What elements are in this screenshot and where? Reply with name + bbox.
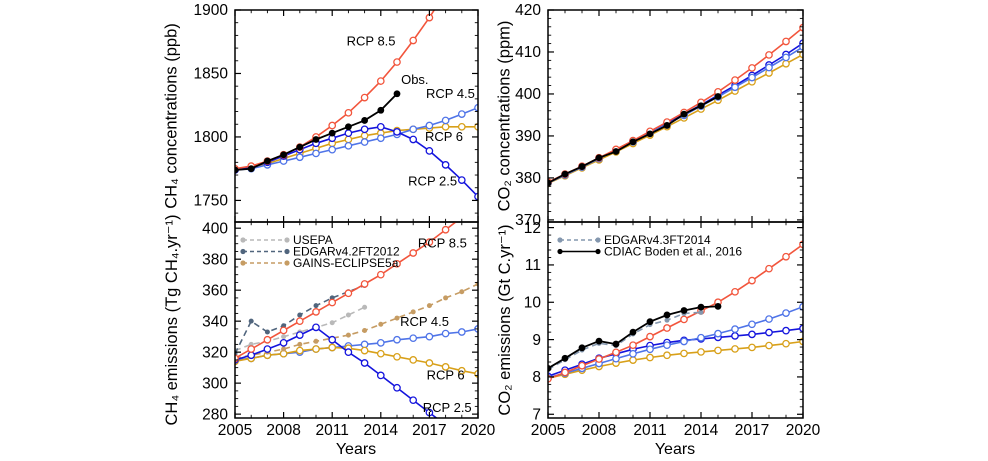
- svg-text:2020: 2020: [786, 422, 821, 439]
- svg-text:2017: 2017: [412, 422, 446, 439]
- svg-text:8: 8: [532, 369, 541, 386]
- svg-text:1800: 1800: [194, 129, 229, 146]
- svg-text:2017: 2017: [735, 422, 769, 439]
- svg-text:7: 7: [532, 406, 541, 423]
- panel-ch4-emissions: 280 300 320 340 360 380 400 2005 2008 2011 2014 201…: [202, 220, 495, 439]
- series-rcp85: [548, 23, 803, 186]
- annotation-rcp-4-5: RCP 4.5: [426, 86, 475, 101]
- series-rcp6: [235, 343, 478, 378]
- series-rcp6: [548, 337, 803, 383]
- svg-text:370: 370: [515, 212, 541, 229]
- svg-text:280: 280: [202, 406, 228, 423]
- axis-ticks: [234, 9, 479, 222]
- annotation-rcp-6: RCP 6: [427, 367, 465, 382]
- series-rcp85: [235, 222, 458, 363]
- series-obs: [548, 93, 722, 187]
- y-axis-title-co2-emissions: CO₂ emissions (Gt C.yr⁻¹): [496, 224, 514, 416]
- svg-text:9: 9: [532, 332, 541, 349]
- annotation-rcp-6: RCP 6: [425, 129, 463, 144]
- svg-text:2011: 2011: [316, 422, 349, 439]
- svg-text:2005: 2005: [218, 422, 252, 439]
- svg-text:2011: 2011: [633, 422, 666, 439]
- svg-text:2014: 2014: [684, 422, 719, 439]
- tick-labels: 280 300 320 340 360 380 400 2005 2008 2011 2014 201…: [202, 220, 495, 439]
- svg-text:1900: 1900: [194, 2, 229, 19]
- panel-frame: [547, 9, 804, 223]
- series-rcp25: [235, 323, 438, 418]
- tick-labels: 1750 1800 1850 1900: [194, 2, 229, 209]
- svg-text:390: 390: [515, 128, 541, 145]
- legend-item-usepa: USEPA: [240, 233, 333, 247]
- y-axis-title-ch4-concentrations: CH₄ concentrations (ppb): [162, 23, 181, 209]
- tick-labels: 7 8 9 10 11 12 2005 2008 2011 2014 2017 2020: [524, 220, 821, 439]
- legend-item-cdiac-boden-et-al-2016: CDIAC Boden et al., 2016: [557, 245, 742, 259]
- x-axis-title-years-left: Years: [335, 441, 377, 458]
- annotation-rcp-8-5: RCP 8.5: [418, 236, 467, 251]
- annotation-obs: Obs.: [401, 72, 428, 87]
- axis-ticks: [234, 222, 479, 418]
- svg-text:2008: 2008: [582, 422, 616, 439]
- svg-text:10: 10: [524, 294, 542, 311]
- annotation-rcp-8-5: RCP 8.5: [347, 34, 396, 49]
- y-axis-title-co2-concentrations: CO₂ concentrations (ppm): [495, 20, 514, 212]
- svg-text:11: 11: [525, 257, 541, 274]
- svg-text:420: 420: [515, 2, 541, 19]
- legend-item-edgarv4-3ft2014: EDGARv4.3FT2014: [557, 233, 711, 247]
- series-cdiac: [548, 302, 722, 372]
- svg-text:300: 300: [202, 375, 228, 392]
- series-obs: [235, 90, 401, 174]
- svg-text:400: 400: [515, 86, 541, 103]
- svg-text:12: 12: [524, 220, 541, 237]
- tick-labels: 370 380 390 400 410 420: [515, 2, 541, 229]
- annotation-rcp-2-5: RCP 2.5: [408, 173, 457, 188]
- x-axis-title-years-right: Years: [654, 441, 696, 458]
- series-rcp45: [548, 302, 803, 382]
- legend-item-gains-eclipse5a: GAINS-ECLIPSE5a: [240, 256, 399, 270]
- svg-text:2008: 2008: [266, 422, 300, 439]
- y-axis-title-ch4-emissions: CH₄ emissions (Tg CH₄.yr⁻¹): [163, 214, 181, 426]
- svg-text:EDGARv4.3FT2014: EDGARv4.3FT2014: [604, 233, 711, 247]
- svg-text:GAINS-ECLIPSE5a: GAINS-ECLIPSE5a: [293, 256, 399, 270]
- axis-ticks: [547, 222, 804, 418]
- svg-text:EDGARv4.2FT2012: EDGARv4.2FT2012: [293, 245, 400, 259]
- series-gains: [235, 281, 478, 361]
- panel-frame: [234, 221, 479, 419]
- svg-text:340: 340: [202, 313, 228, 330]
- svg-text:410: 410: [515, 44, 541, 61]
- annotation-rcp-4-5: RCP 4.5: [400, 314, 449, 329]
- axis-ticks: [547, 9, 804, 222]
- svg-text:320: 320: [202, 344, 228, 361]
- annotation-rcp-2-5: RCP 2.5: [423, 400, 472, 415]
- svg-text:1750: 1750: [194, 193, 229, 210]
- svg-text:1850: 1850: [194, 66, 229, 83]
- svg-text:2020: 2020: [461, 422, 496, 439]
- svg-text:380: 380: [515, 170, 541, 187]
- svg-text:CDIAC Boden et al., 2016: CDIAC Boden et al., 2016: [604, 245, 742, 259]
- svg-text:2014: 2014: [364, 422, 399, 439]
- series-rcp85: [548, 240, 803, 383]
- svg-text:380: 380: [202, 251, 228, 268]
- panel-co2-emissions: 7 8 9 10 11 12 2005 2008 2011 2014 2017 2020 EDGARv4…: [524, 220, 821, 439]
- panel-ch4-concentrations: 1750 1800 1850 1900 RCP 8.5 Obs.RCP 4.5 RCP 6 R…: [194, 2, 479, 223]
- svg-text:360: 360: [202, 282, 228, 299]
- legend-item-edgarv4-2ft2012: EDGARv4.2FT2012: [240, 245, 400, 259]
- panel-co2-concentrations: 370 380 390 400 410 420: [515, 2, 804, 229]
- svg-text:400: 400: [202, 220, 228, 237]
- panel-frame: [547, 221, 804, 419]
- svg-text:USEPA: USEPA: [293, 233, 333, 247]
- svg-text:2005: 2005: [531, 422, 565, 439]
